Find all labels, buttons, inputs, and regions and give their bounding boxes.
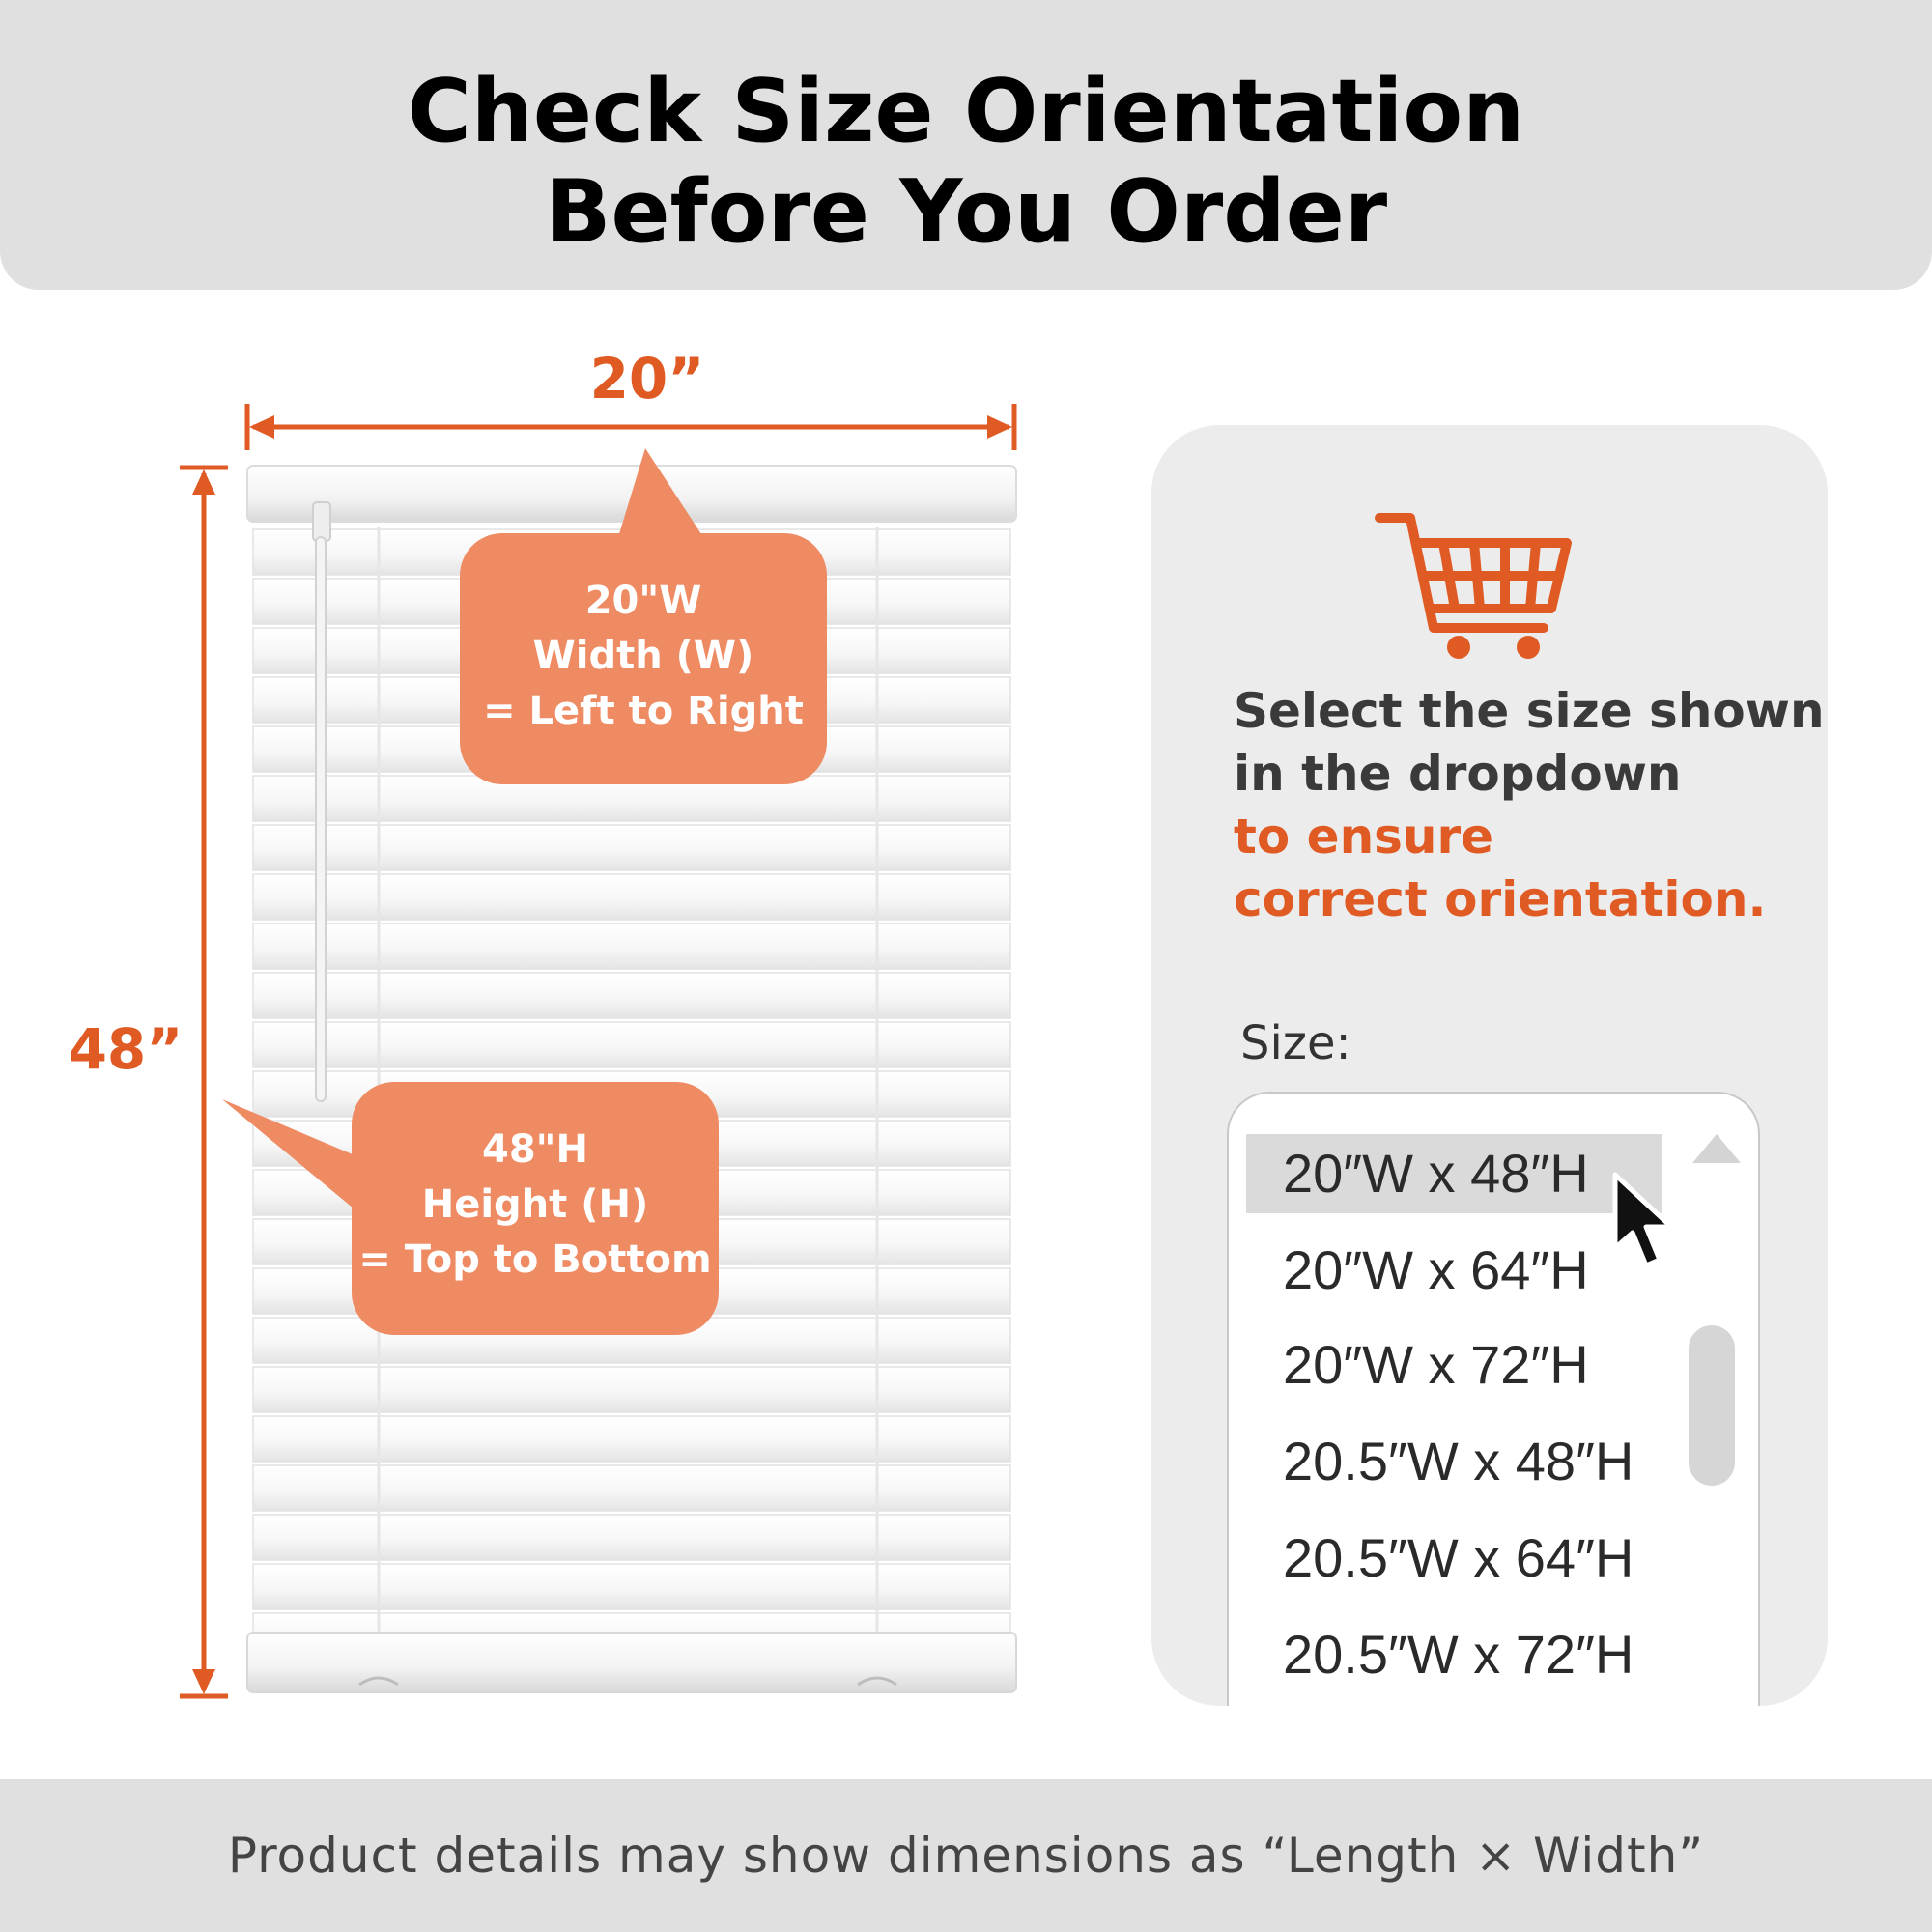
height-callout-value: 48"H <box>482 1127 588 1172</box>
instruction-text: Select the size shown in the dropdown to… <box>1234 680 1825 931</box>
blind-slat <box>252 1514 1011 1561</box>
width-callout: 20"W Width (W) = Left to Right <box>460 533 827 784</box>
footer-note: Product details may show dimensions as “… <box>227 1828 1705 1884</box>
page-title-line1: Check Size Orientation <box>407 61 1525 162</box>
width-dimension-label: 20” <box>589 346 705 412</box>
height-callout-title: Height (H) <box>421 1182 649 1227</box>
width-callout-pointer <box>618 448 703 537</box>
size-label: Size: <box>1240 1016 1351 1070</box>
blind-slat <box>252 1464 1011 1512</box>
cord-knots <box>358 1676 897 1687</box>
size-option[interactable]: 20.5″W x 72″H <box>1283 1624 1634 1685</box>
height-dimension-arrow <box>180 465 228 1699</box>
width-callout-title: Width (W) <box>532 634 754 678</box>
scrollbar-thumb[interactable] <box>1689 1325 1735 1486</box>
instruction-line2: in the dropdown <box>1234 746 1682 802</box>
height-callout-desc: = Top to Bottom <box>358 1237 712 1282</box>
tilt-wand <box>315 536 327 1102</box>
page-title-line2: Before You Order <box>544 161 1388 263</box>
width-callout-value: 20"W <box>584 579 702 623</box>
blind-slat <box>252 824 1011 871</box>
width-dimension-arrow <box>244 404 1017 450</box>
blind-slat <box>252 1366 1011 1413</box>
shopping-cart-icon <box>1375 513 1572 659</box>
instruction-line4: correct orientation. <box>1234 871 1767 927</box>
wand-clip <box>312 501 331 542</box>
blind-slat <box>252 1563 1011 1610</box>
size-option[interactable]: 20.5″W x 64″H <box>1283 1527 1634 1588</box>
blind-slat <box>252 1415 1011 1463</box>
height-callout-pointer <box>222 1099 359 1213</box>
size-option[interactable]: 20″W x 64″H <box>1283 1239 1589 1300</box>
blind-slat <box>252 972 1011 1019</box>
blind-slat <box>252 923 1011 970</box>
mouse-pointer-icon <box>1612 1172 1674 1268</box>
size-option[interactable]: 20″W x 72″H <box>1283 1334 1589 1395</box>
blind-slat <box>252 1021 1011 1068</box>
instruction-line3: to ensure <box>1234 809 1494 865</box>
bottom-rail <box>246 1632 1017 1693</box>
size-option[interactable]: 20.5″W x 48″H <box>1283 1431 1634 1492</box>
instruction-line1: Select the size shown <box>1234 683 1825 739</box>
width-callout-desc: = Left to Right <box>483 689 804 733</box>
size-dropdown-list[interactable]: 20″W x 48″H 20″W x 64″H 20″W x 72″H 20.5… <box>1227 1092 1760 1706</box>
height-callout: 48"H Height (H) = Top to Bottom <box>352 1082 719 1335</box>
blind-slat <box>252 873 1011 921</box>
header-banner: Check Size Orientation Before You Order <box>0 0 1932 290</box>
scroll-up-arrow-icon[interactable] <box>1690 1132 1743 1165</box>
size-option-selected[interactable]: 20″W x 48″H <box>1246 1134 1662 1213</box>
size-selection-panel: Select the size shown in the dropdown to… <box>1151 425 1828 1706</box>
height-dimension-label: 48” <box>68 1016 184 1082</box>
footer-banner: Product details may show dimensions as “… <box>0 1779 1932 1932</box>
